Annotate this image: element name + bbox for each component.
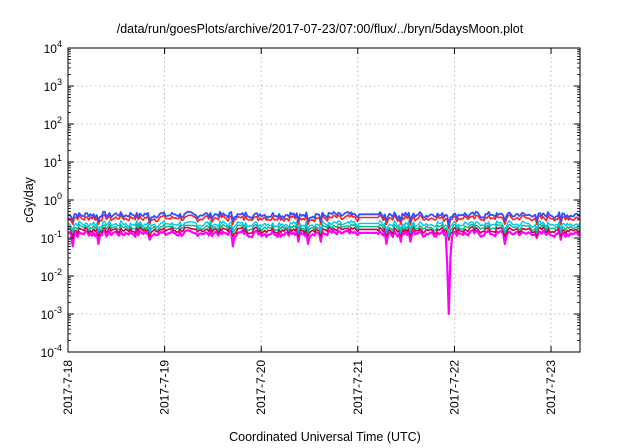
y-tick-label: 10-1 (41, 229, 62, 246)
series-line-4 (67, 219, 581, 235)
x-tick-label: 2017-7-19 (158, 360, 172, 415)
x-tick-label: 2017-7-21 (351, 360, 365, 415)
series-line-6 (67, 210, 581, 226)
series-line-5 (67, 213, 581, 229)
series-group (67, 210, 581, 316)
y-tick-label: 100 (44, 191, 62, 208)
x-tick-label: 2017-7-20 (254, 360, 268, 415)
y-tick-label: 104 (44, 39, 62, 56)
y-tick-label: 101 (44, 153, 62, 170)
x-tick-label: 2017-7-18 (61, 360, 75, 415)
series-line-1 (67, 229, 581, 316)
y-tick-label: 10-4 (41, 343, 62, 360)
x-axis-label: Coordinated Universal Time (UTC) (229, 430, 421, 444)
series-line-2 (67, 226, 581, 241)
x-tick-label: 2017-7-22 (447, 360, 461, 415)
grid (67, 47, 580, 353)
y-tick-label: 10-3 (41, 305, 62, 322)
axes: 104 103 102 101 100 10-1 10-2 10-3 10-42017-7-18… (41, 39, 581, 415)
y-tick-label: 10-2 (41, 267, 62, 284)
y-tick-label: 102 (44, 115, 62, 132)
plot-frame (67, 47, 581, 353)
series-line-3 (68, 223, 581, 238)
chart-title: /data/run/goesPlots/archive/2017-07-23/0… (117, 22, 524, 36)
x-tick-label: 2017-7-23 (544, 360, 558, 415)
y-axis-label: cGy/day (22, 176, 36, 223)
y-tick-label: 103 (44, 77, 62, 94)
